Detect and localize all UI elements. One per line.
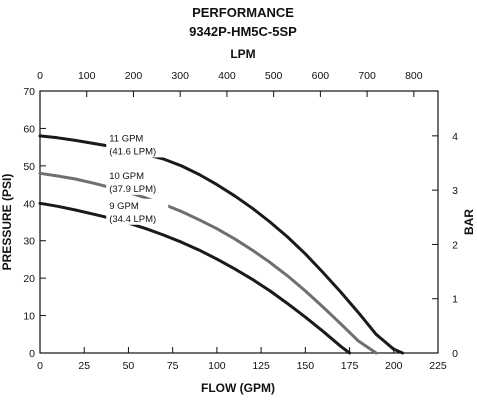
y2-tick-label: 4 — [452, 131, 458, 143]
x2-tick-label: 400 — [218, 70, 236, 82]
x-tick-label: 75 — [167, 360, 179, 372]
y-tick-label: 20 — [23, 273, 35, 285]
x2-tick-label: 200 — [125, 70, 143, 82]
y2-tick-label: 2 — [452, 239, 458, 251]
x2-tick-label: 700 — [358, 70, 376, 82]
x-tick-label: 25 — [78, 360, 90, 372]
annotation-bg — [106, 131, 169, 158]
y-tick-label: 60 — [23, 123, 35, 135]
y2-tick-label: 0 — [452, 348, 458, 360]
tick-layer: 0 25 50 75 100 125 150 175 200 225010203040506070… — [23, 70, 458, 372]
series-label-gpm: 10 GPM — [109, 171, 144, 182]
chart-subtitle: 9342P-HM5C-5SP — [189, 24, 297, 39]
annotation-bg — [106, 168, 169, 195]
series-label-lpm: (41.6 LPM) — [109, 146, 156, 157]
x-axis-title: FLOW (GPM) — [201, 381, 275, 395]
x-tick-label: 0 — [37, 360, 43, 372]
x-tick-label: 150 — [297, 360, 315, 372]
series-layer — [38, 134, 405, 355]
plot-area-frame — [39, 90, 439, 354]
chart-title: PERFORMANCE — [192, 5, 294, 20]
y-tick-label: 30 — [23, 236, 35, 248]
series-label-gpm: 11 GPM — [109, 133, 143, 144]
series-line-1 — [38, 134, 405, 355]
x-tick-label: 50 — [123, 360, 135, 372]
x-tick-label: 100 — [208, 360, 226, 372]
x2-tick-label: 100 — [78, 70, 96, 82]
x-tick-label: 125 — [252, 360, 270, 372]
series-label-lpm: (37.9 LPM) — [109, 184, 156, 195]
x-tick-label: 225 — [429, 360, 447, 372]
y2-tick-label: 3 — [452, 185, 458, 197]
y-tick-label: 50 — [23, 161, 35, 173]
y-tick-label: 70 — [23, 86, 35, 98]
series-label-gpm: 9 GPM — [109, 201, 139, 212]
y2-axis-title: BAR — [462, 209, 476, 235]
y-axis-title: PRESSURE (PSI) — [0, 174, 14, 271]
x2-tick-label: 300 — [171, 70, 189, 82]
x-tick-label: 200 — [385, 360, 403, 372]
x2-tick-label: 500 — [265, 70, 283, 82]
annotation-layer: 11 GPM (41.6 LPM) 10 GPM (37.9 LPM) 9 GPM (34… — [106, 131, 169, 225]
x2-tick-label: 600 — [312, 70, 330, 82]
x-tick-label: 175 — [341, 360, 359, 372]
series-label-lpm: (34.4 LPM) — [109, 214, 156, 225]
y-tick-label: 40 — [23, 198, 35, 210]
top-axis-title: LPM — [230, 47, 255, 61]
series-line-3 — [38, 201, 352, 355]
series-line-2 — [38, 171, 378, 355]
y-tick-label: 0 — [29, 348, 35, 360]
y-tick-label: 10 — [23, 311, 35, 323]
x2-tick-label: 0 — [37, 70, 43, 82]
y2-tick-label: 1 — [452, 294, 458, 306]
x2-tick-label: 800 — [405, 70, 423, 82]
annotation-bg — [106, 198, 169, 225]
